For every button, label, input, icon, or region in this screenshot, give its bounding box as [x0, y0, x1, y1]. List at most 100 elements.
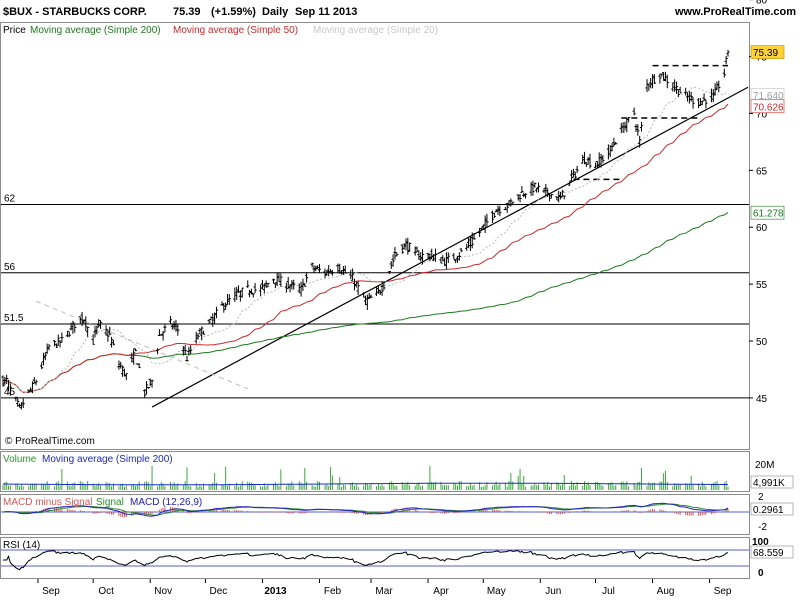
ohlc-bar: [187, 346, 191, 356]
ohlc-bar: [119, 361, 123, 369]
ohlc-bar: [584, 161, 588, 167]
ohlc-bar: [98, 320, 103, 329]
x-tick-label: Feb: [324, 586, 342, 597]
ohlc-bar: [557, 190, 561, 203]
ohlc-bar: [568, 180, 572, 186]
ohlc-bar: [170, 323, 174, 330]
ohlc-bar: [362, 292, 366, 298]
ohlc-bar: [288, 284, 292, 293]
ohlc-bar: [316, 265, 320, 270]
ohlc-bar: [310, 262, 314, 268]
header-date: Sep 11 2013: [295, 6, 357, 18]
price-tick-label: 55: [756, 280, 768, 291]
ohlc-bar: [376, 285, 380, 294]
ohlc-bar: [339, 270, 344, 275]
ohlc-bar: [623, 121, 627, 131]
ohlc-bar: [393, 247, 397, 260]
ohlc-bar: [374, 286, 379, 296]
ohlc-bar: [586, 156, 590, 165]
price-tick-label: 45: [756, 394, 768, 405]
ohlc-bar: [67, 331, 71, 338]
ohlc-bar: [150, 379, 154, 388]
ohlc-bar: [593, 162, 598, 168]
ohlc-bar: [317, 263, 322, 274]
ohlc-bar: [689, 91, 693, 102]
volume-value-label: 4,991K: [753, 478, 785, 489]
ohlc-bar: [69, 322, 73, 331]
ohlc-bar: [446, 252, 450, 263]
level-label-1: 56: [4, 262, 16, 273]
last-price-tag: [750, 45, 785, 59]
ohlc-bar: [163, 324, 167, 333]
ohlc-bar: [387, 271, 392, 274]
ohlc-bar: [419, 252, 423, 262]
ohlc-bar: [264, 280, 268, 288]
ohlc-bar: [93, 326, 97, 338]
ohlc-bar: [148, 378, 152, 387]
ohlc-bar: [650, 74, 655, 89]
ohlc-bar: [726, 49, 730, 57]
ma50-line: [2, 103, 729, 393]
ohlc-bar: [498, 205, 502, 217]
legend-ma200: Moving average (Simple 200): [30, 25, 161, 36]
ohlc-bar: [588, 153, 592, 169]
ohlc-bar: [97, 319, 101, 328]
ohlc-bar: [511, 201, 515, 206]
ohlc-bar: [466, 237, 471, 248]
ohlc-bar: [483, 215, 487, 234]
ohlc-bar: [143, 389, 147, 398]
ohlc-bar: [531, 180, 535, 196]
ohlc-bar: [16, 397, 20, 407]
ohlc-bar: [236, 285, 241, 293]
ohlc-bar: [211, 313, 215, 327]
price-tick-label: 60: [756, 223, 768, 234]
ohlc-bar: [144, 381, 149, 395]
ohlc-bar: [279, 273, 283, 287]
x-tick-label: Oct: [98, 586, 114, 597]
ohlc-bar: [433, 248, 438, 262]
ohlc-bar: [343, 265, 347, 274]
ohlc-bar: [549, 193, 553, 199]
ohlc-bar: [614, 141, 618, 145]
ohlc-bar: [711, 88, 715, 103]
ohlc-bar: [558, 191, 563, 200]
ma200-value-tag: [750, 205, 785, 220]
ohlc-bar: [389, 261, 393, 269]
header-title: $BUX - STARBUCKS CORP.: [3, 6, 147, 18]
ohlc-bar: [60, 332, 64, 343]
ohlc-bar: [658, 73, 662, 84]
ohlc-bar: [465, 243, 469, 251]
ma50-value-label: 70.626: [753, 102, 784, 113]
ohlc-bar: [639, 121, 644, 132]
ohlc-bar: [174, 319, 178, 332]
price-bars: [1, 49, 730, 410]
ohlc-bar: [367, 292, 371, 299]
ohlc-bar: [704, 99, 708, 109]
ohlc-bar: [444, 252, 449, 270]
ma20-value-label: 71.640: [753, 91, 784, 102]
macd-value-tag: [750, 502, 794, 516]
ohlc-bar: [457, 252, 461, 261]
ohlc-bar: [133, 348, 138, 352]
ohlc-bar: [52, 340, 57, 347]
x-tick-label: 2013: [264, 586, 287, 597]
x-tick-label: Mar: [375, 586, 393, 597]
ohlc-bar: [505, 202, 509, 213]
ohlc-bar: [297, 283, 301, 293]
ohlc-bar: [649, 78, 653, 89]
ohlc-bar: [220, 301, 224, 306]
ohlc-bar: [634, 124, 638, 133]
ohlc-bar: [84, 316, 88, 331]
ohlc-bar: [325, 270, 329, 276]
header-change: (+1.59%): [211, 6, 256, 18]
volume-value-tag: [750, 475, 794, 489]
ohlc-bar: [533, 182, 537, 188]
ohlc-bar: [430, 248, 434, 260]
ohlc-bar: [259, 284, 263, 297]
ohlc-bar: [455, 256, 460, 263]
ohlc-bar: [194, 331, 198, 344]
ohlc-bar: [260, 279, 265, 290]
ohlc-bar: [19, 402, 24, 410]
ohlc-bar: [661, 72, 666, 81]
